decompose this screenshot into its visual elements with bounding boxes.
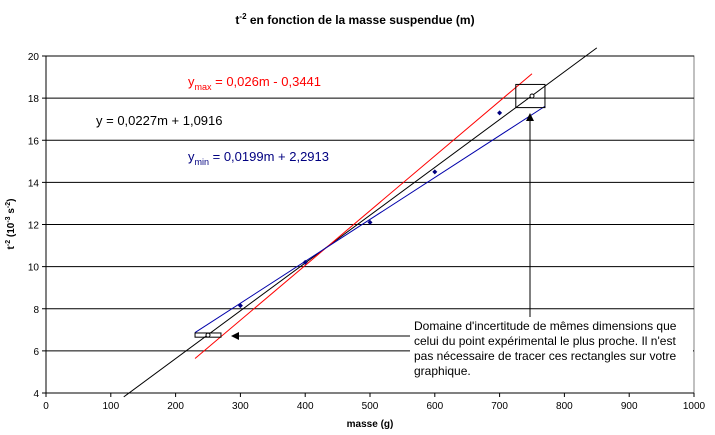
data-points <box>205 93 535 338</box>
x-tick-label: 400 <box>297 401 314 412</box>
uncertainty-box-2 <box>515 83 546 109</box>
x-tick-label: 0 <box>43 401 49 412</box>
equation-ymax: ymax = 0,026m - 0,3441 <box>188 74 321 92</box>
annotation-line-3: pas nécessaire de tracer ces rectangles … <box>414 349 676 363</box>
y-tick-label: 14 <box>28 178 40 189</box>
x-tick-label: 500 <box>362 401 379 412</box>
x-tick-labels: 0 100 200 300 400 500 600 700 800 900 1000 <box>43 393 706 412</box>
x-tick-label: 900 <box>621 401 638 412</box>
open-data-point <box>205 332 211 338</box>
data-point <box>432 169 438 175</box>
fit-line-y <box>123 47 598 398</box>
x-tick-label: 300 <box>232 401 249 412</box>
data-point <box>302 259 308 265</box>
x-tick-label: 800 <box>556 401 573 412</box>
plot-area <box>45 47 695 398</box>
fit-line-ymin <box>194 105 546 334</box>
annotation-line-1: Domaine d'incertitude de mêmes dimension… <box>414 319 677 333</box>
annotation-line-4: graphique. <box>414 364 471 378</box>
annotation-line-2: celui du point expérimental le plus proc… <box>414 334 676 348</box>
x-tick-label: 200 <box>167 401 184 412</box>
y-tick-label: 6 <box>33 347 39 358</box>
x-tick-label: 600 <box>426 401 443 412</box>
y-tick-label: 12 <box>28 221 40 232</box>
data-point <box>497 110 503 116</box>
x-tick-label: 100 <box>102 401 119 412</box>
data-point <box>367 219 373 225</box>
y-tick-labels: 4 6 8 10 12 14 16 18 20 <box>28 52 46 400</box>
y-tick-label: 4 <box>33 389 39 400</box>
chart-title: t-2 en fonction de la masse suspendue (m… <box>235 12 474 27</box>
y-tick-label: 16 <box>28 136 40 147</box>
y-tick-label: 20 <box>28 52 40 63</box>
open-data-point <box>529 93 535 99</box>
x-axis-label: masse (g) <box>347 419 394 430</box>
x-tick-label: 700 <box>491 401 508 412</box>
fit-lines <box>123 47 598 398</box>
y-axis-label: t-2 (10-3 s-2) <box>5 199 17 250</box>
annotation-box <box>410 317 693 380</box>
fit-line-ymax <box>194 73 533 359</box>
equation-y: y = 0,0227m + 1,0916 <box>96 113 222 128</box>
equation-ymin: ymin = 0,0199m + 2,2913 <box>188 149 329 167</box>
annotation: Domaine d'incertitude de mêmes dimension… <box>231 113 693 380</box>
y-tick-label: 8 <box>33 305 39 316</box>
data-point <box>237 303 243 309</box>
x-tick-label: 1000 <box>683 401 706 412</box>
y-tick-label: 18 <box>28 94 40 105</box>
y-tick-label: 10 <box>28 263 40 274</box>
